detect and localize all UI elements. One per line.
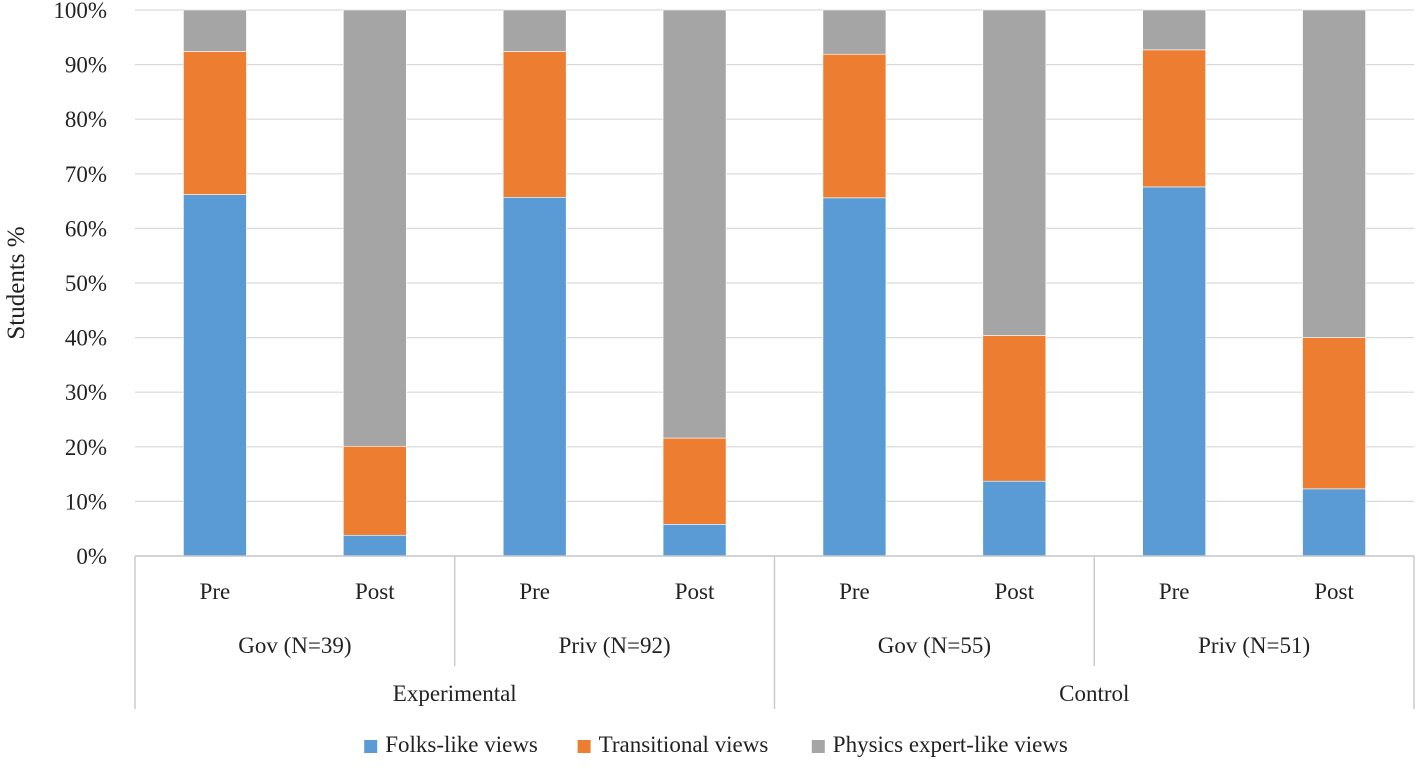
bar-segment-transitional	[183, 51, 247, 195]
group-label: Experimental	[393, 681, 517, 706]
bar-segment-folks	[1142, 186, 1206, 557]
bar-segment-expert	[183, 9, 247, 52]
category-label: Pre	[519, 579, 550, 604]
y-tick-label: 80%	[65, 107, 107, 132]
bar-segment-transitional	[502, 51, 567, 198]
y-tick-label: 10%	[65, 489, 107, 514]
legend-label: Transitional views	[599, 732, 769, 757]
bar-segment-folks	[1302, 488, 1366, 557]
bar-segment-transitional	[822, 53, 887, 199]
y-tick-label: 100%	[53, 0, 107, 23]
category-label: Post	[994, 579, 1034, 604]
legend-item: Physics expert-like views	[811, 732, 1068, 757]
legend-item: Folks-like views	[364, 732, 538, 757]
legend-swatch	[577, 740, 591, 753]
y-tick-label: 90%	[65, 53, 107, 78]
x-axis: Pre Post Pre Post Pre Post Pre Post Gov (N=39) Pr…	[134, 555, 1415, 709]
legend: Folks-like views Transitional views Physic…	[364, 732, 1068, 757]
bar-segment-folks	[502, 196, 567, 557]
bar-segment-transitional	[1302, 337, 1366, 490]
bar-segment-expert	[822, 9, 887, 55]
category-label: Pre	[1159, 579, 1190, 604]
bar-segment-expert	[1142, 9, 1206, 51]
bar-segment-folks	[183, 194, 247, 557]
y-tick-label: 40%	[65, 326, 107, 351]
subgroup-label: Gov (N=55)	[878, 633, 991, 658]
subgroup-label: Priv (N=51)	[1198, 633, 1310, 658]
legend-swatch	[811, 740, 825, 753]
bar-segment-transitional	[343, 445, 407, 536]
y-tick-label: 30%	[65, 380, 107, 405]
y-tick-label: 70%	[65, 162, 107, 187]
gridlines	[135, 9, 1414, 557]
y-tick-label: 60%	[65, 216, 107, 241]
bar-segment-expert	[343, 9, 407, 447]
bar-segment-expert	[662, 9, 727, 439]
legend-swatch	[364, 740, 378, 753]
category-label: Pre	[839, 579, 870, 604]
bar-segment-expert	[982, 9, 1047, 336]
bar-segment-folks	[343, 534, 407, 557]
category-label: Pre	[200, 579, 231, 604]
y-tick-label: 20%	[65, 435, 107, 460]
bar-segment-folks	[662, 524, 727, 557]
category-label: Post	[675, 579, 715, 604]
subgroup-label: Priv (N=92)	[559, 633, 671, 658]
y-axis: 0% 10% 20% 30% 40% 50% 60% 70% 80% 90% 100%	[53, 0, 107, 569]
legend-item: Transitional views	[577, 732, 769, 757]
legend-label: Folks-like views	[385, 732, 538, 757]
y-tick-label: 50%	[65, 271, 107, 296]
bar-segment-transitional	[982, 335, 1047, 482]
bar-segment-expert	[502, 9, 567, 52]
subgroup-label: Gov (N=39)	[238, 633, 351, 658]
y-tick-label: 0%	[76, 544, 107, 569]
bars	[183, 9, 1366, 557]
bar-segment-expert	[1302, 9, 1366, 338]
bar-segment-transitional	[1142, 49, 1206, 188]
bar-segment-transitional	[662, 437, 727, 525]
y-axis-title: Students %	[3, 226, 30, 339]
bar-segment-folks	[822, 197, 887, 557]
category-label: Post	[1314, 579, 1354, 604]
group-label: Control	[1059, 681, 1129, 706]
bar-segment-folks	[982, 480, 1047, 557]
category-label: Post	[355, 579, 395, 604]
legend-label: Physics expert-like views	[833, 732, 1068, 757]
